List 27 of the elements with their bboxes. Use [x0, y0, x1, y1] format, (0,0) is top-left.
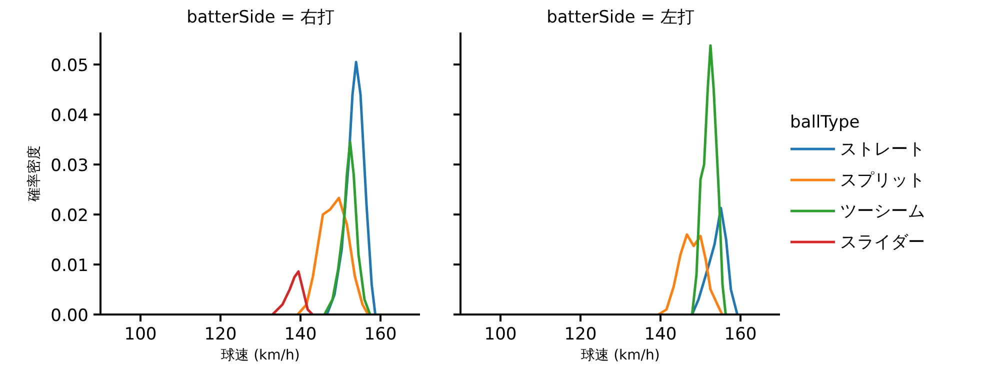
- y-tick-label: 0.04: [50, 106, 89, 126]
- legend-title: ballType: [790, 112, 861, 132]
- x-tick-label: 140: [284, 324, 317, 344]
- line-series: [296, 196, 370, 314]
- y-tick-label: 0.00: [50, 306, 89, 326]
- y-tick-label: 0.02: [50, 206, 89, 226]
- y-axis-title: 確率密度: [26, 146, 43, 202]
- y-tick-label: 0.01: [50, 256, 89, 276]
- chart-title: batterSide = 左打: [546, 8, 694, 28]
- x-tick-label: 160: [724, 324, 757, 344]
- x-tick-label: 120: [564, 324, 597, 344]
- legend-label: ストレート: [840, 138, 925, 160]
- x-axis-title: 球速 (km/h): [221, 348, 300, 364]
- line-series: [323, 140, 372, 314]
- legend-label: スプリット: [840, 169, 925, 191]
- y-tick-label: 0.03: [50, 156, 89, 176]
- legend-label: ツーシーム: [840, 200, 925, 222]
- x-tick-label: 160: [364, 324, 397, 344]
- x-tick-label: 120: [204, 324, 237, 344]
- x-tick-label: 100: [124, 324, 157, 344]
- x-tick-label: 100: [484, 324, 517, 344]
- chart-title: batterSide = 右打: [186, 8, 334, 28]
- legend-label: スライダー: [840, 231, 925, 253]
- line-series: [271, 270, 314, 314]
- x-axis-title: 球速 (km/h): [581, 348, 660, 364]
- x-tick-label: 140: [644, 324, 677, 344]
- y-tick-label: 0.05: [50, 56, 89, 76]
